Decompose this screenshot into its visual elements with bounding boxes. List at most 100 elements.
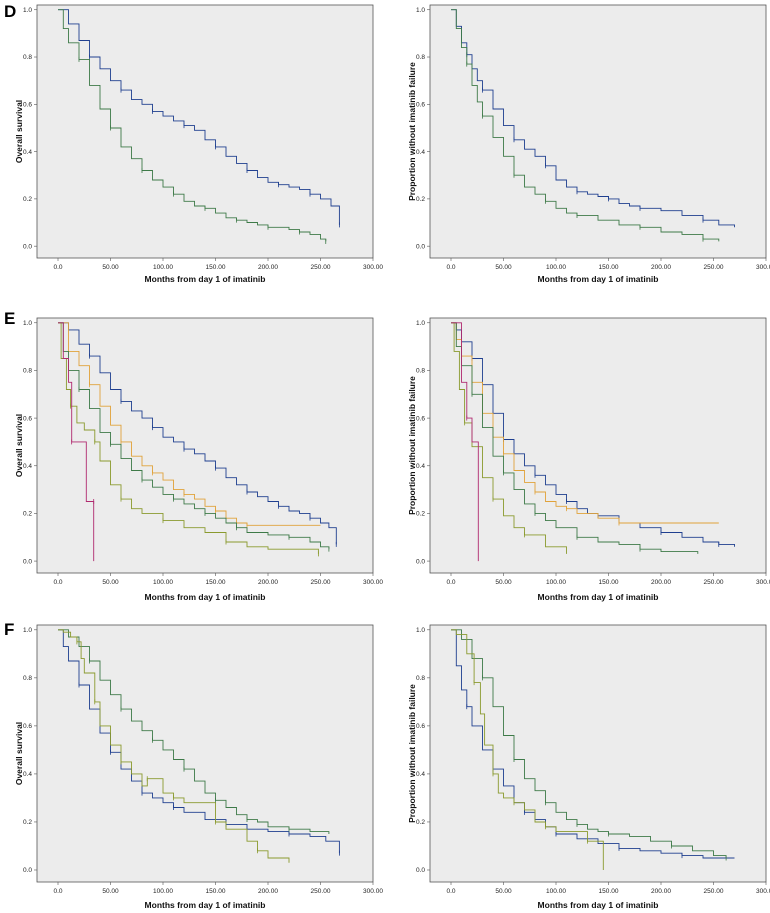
series-line-green [451,322,699,554]
y-tick-label: 0.0 [416,243,425,250]
series-line-green [58,9,327,242]
x-axis-label: Months from day 1 of imatinib [538,274,659,284]
plot-area [36,317,374,574]
series-line-blue [451,322,735,547]
y-tick-label: 0.2 [23,196,32,203]
series-line-orange [451,322,719,524]
x-tick-label: 50.00 [102,888,119,895]
x-axis-label: Months from day 1 of imatinib [538,592,659,602]
x-tick-label: 0.0 [53,579,62,586]
x-tick-label: 100.00 [546,888,566,895]
series-line-olive [451,322,567,554]
y-tick-label: 0.4 [416,149,425,156]
series-line-green [58,629,330,834]
y-tick-label: 0.0 [23,867,32,874]
y-tick-label: 1.0 [416,320,425,327]
y-tick-label: 0.0 [23,243,32,250]
y-tick-label: 0.4 [416,771,425,778]
x-tick-label: 300.00 [756,888,770,895]
y-tick-label: 0.4 [416,463,425,470]
chart-F-right: 0.0 50.00 100.00 150.00 200.00 250.00 300.00 0.… [407,624,770,910]
y-tick-label: 0.0 [416,867,425,874]
series-line-green [451,9,720,242]
y-tick-label: 0.6 [23,415,32,422]
series-line-orange [58,322,321,526]
x-tick-label: 250.00 [704,579,724,586]
x-tick-label: 0.0 [446,888,455,895]
series-line-magenta [58,322,95,562]
y-tick-label: 0.8 [416,675,425,682]
series-line-green [451,629,727,858]
y-tick-label: 0.8 [23,675,32,682]
panel-letter-e: E [4,309,16,328]
x-tick-label: 200.00 [258,888,278,895]
series-line-blue [58,322,337,545]
y-tick-label: 1.0 [23,320,32,327]
x-tick-label: 100.00 [546,264,566,271]
x-tick-label: 50.00 [102,579,119,586]
panel-letter-d: D [4,2,17,21]
x-tick-label: 200.00 [258,579,278,586]
x-tick-label: 100.00 [546,579,566,586]
x-tick-label: 150.00 [599,888,619,895]
y-tick-label: 0.4 [23,771,32,778]
y-tick-label: 0.2 [23,819,32,826]
y-tick-label: 0.2 [416,819,425,826]
x-tick-label: 250.00 [311,264,331,271]
y-tick-label: 0.6 [23,723,32,730]
x-tick-label: 100.00 [153,888,173,895]
x-tick-label: 100.00 [153,579,173,586]
chart-D-left: 0.0 50.00 100.00 150.00 200.00 250.00 300.00 0.… [14,4,383,284]
x-tick-label: 0.0 [446,579,455,586]
x-tick-label: 200.00 [258,264,278,271]
y-tick-label: 0.8 [416,368,425,375]
x-tick-label: 50.00 [102,264,119,271]
x-tick-label: 50.00 [495,888,512,895]
chart-E-right: 0.0 50.00 100.00 150.00 200.00 250.00 300.00 0.… [407,317,770,602]
y-tick-label: 0.2 [23,511,32,518]
y-tick-label: 0.4 [23,463,32,470]
x-tick-label: 0.0 [53,888,62,895]
chart-E-left: 0.0 50.00 100.00 150.00 200.00 250.00 300.00 0.… [14,317,383,602]
x-tick-label: 0.0 [53,264,62,271]
x-tick-label: 300.00 [363,579,383,586]
x-axis-label: Months from day 1 of imatinib [145,274,266,284]
y-axis-label: Proportion without imatinib failure [407,684,417,823]
x-tick-label: 250.00 [704,888,724,895]
y-tick-label: 0.0 [416,558,425,565]
y-axis-label: Proportion without imatinib failure [407,376,417,515]
chart-D-right: 0.0 50.00 100.00 150.00 200.00 250.00 300.00 0.… [407,4,770,284]
x-tick-label: 200.00 [651,579,671,586]
x-tick-label: 250.00 [311,579,331,586]
y-tick-label: 0.6 [416,415,425,422]
panel-letter-f: F [4,620,15,639]
y-tick-label: 0.8 [23,368,32,375]
series-line-olive [58,629,290,863]
y-axis-label: Overall survival [14,722,24,785]
x-tick-label: 300.00 [756,579,770,586]
x-tick-label: 200.00 [651,888,671,895]
x-axis-label: Months from day 1 of imatinib [145,592,266,602]
plot-area [429,317,767,574]
x-tick-label: 300.00 [363,888,383,895]
y-tick-label: 0.8 [416,54,425,61]
y-tick-label: 1.0 [416,627,425,634]
y-tick-label: 1.0 [416,7,425,14]
x-tick-label: 250.00 [704,264,724,271]
series-line-blue [451,9,735,228]
series-line-blue [58,9,340,225]
series-line-olive [451,629,604,870]
y-tick-label: 0.6 [23,102,32,109]
y-tick-label: 0.0 [23,558,32,565]
chart-F-left: 0.0 50.00 100.00 150.00 200.00 250.00 300.00 0.… [14,624,383,910]
x-tick-label: 100.00 [153,264,173,271]
y-axis-label: Overall survival [14,414,24,477]
x-tick-label: 200.00 [651,264,671,271]
x-axis-label: Months from day 1 of imatinib [145,900,266,910]
x-tick-label: 300.00 [756,264,770,271]
y-tick-label: 1.0 [23,627,32,634]
y-tick-label: 0.6 [416,102,425,109]
x-tick-label: 250.00 [311,888,331,895]
x-tick-label: 150.00 [206,579,226,586]
